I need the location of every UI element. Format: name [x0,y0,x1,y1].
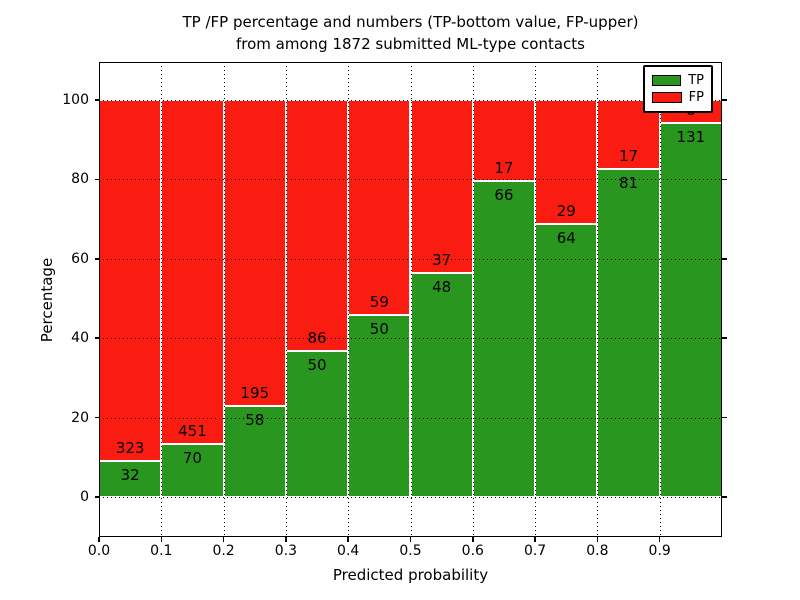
bar-count-label-fp: 451 [178,421,207,440]
bar-count-label-fp: 195 [240,383,270,402]
y-tick-label: 80 [71,171,89,188]
legend-label-tp: TP [688,73,704,88]
x-tick-label: 0.4 [337,543,360,559]
bar-count-label-fp: 323 [115,439,145,458]
y-tick-mark [94,99,99,101]
bar-count-label-fp: 59 [369,292,389,311]
y-tick-mark-right [722,416,727,419]
y-tick-mark [94,416,99,419]
x-tick-mark [98,537,100,542]
tp-color-swatch [652,75,682,86]
bar-count-label-tp: 50 [307,356,327,375]
bar-count-label-fp: 86 [307,329,327,348]
plot-area: 32 323 70 451 58 195 50 86 50 59 48 37 66 17 64 29 81 17 1… [99,62,722,537]
bar-segment-fp [285,100,349,352]
x-tick-label: 0.8 [586,543,609,559]
bar-segment-tp [659,122,722,497]
x-axis-label: Predicted probability [332,566,489,584]
x-tick-label: 0.2 [212,543,235,559]
x-tick-label: 0.5 [399,543,422,559]
x-tick-mark [596,537,599,542]
bar-count-label-tp: 81 [619,173,639,192]
gridline-vertical [659,62,661,537]
x-tick-label: 0.0 [87,543,111,559]
gridline-vertical [285,62,287,537]
x-tick-label: 0.3 [274,543,298,559]
x-tick-label: 0.6 [461,543,484,559]
x-tick-label: 0.1 [150,543,173,559]
bar-segment-fp [223,100,286,406]
gridline-vertical [410,62,412,537]
y-tick-label: 20 [71,409,89,426]
y-tick-mark [94,178,99,181]
y-tick-label: 40 [71,330,89,347]
gridline-vertical [223,62,225,537]
y-tick-label: 100 [62,92,89,108]
bar-segment-tp [410,272,473,497]
y-tick-mark-right [722,99,727,101]
bar-count-label-fp: 29 [556,201,576,220]
gridline-vertical [597,62,599,537]
y-tick-label: 60 [71,250,89,267]
bar-segment-tp [348,314,411,497]
bar-count-label-tp: 70 [182,448,202,467]
gridline-vertical [472,62,474,537]
bar-segment-tp [535,223,598,497]
bar-count-label-tp: 64 [556,228,576,247]
y-tick-mark-right [722,258,727,260]
fp-color-swatch [652,92,682,103]
bar-segment-tp [597,168,660,497]
x-tick-label: 0.7 [523,543,547,559]
bar-count-label-tp: 131 [676,127,706,146]
bar-segment-fp [161,100,224,444]
bar-segment-fp [410,100,473,273]
x-tick-mark [160,537,163,542]
legend: TP FP [643,65,713,113]
x-tick-mark [347,537,349,542]
legend-item-fp: FP [652,91,704,104]
x-tick-mark [409,537,412,542]
x-tick-mark [472,537,474,542]
bar-count-label-tp: 66 [494,186,514,205]
y-axis-label: Percentage [38,257,56,343]
y-tick-mark [94,496,99,498]
bar-count-label-tp: 32 [120,466,140,485]
gridline-vertical [535,62,537,537]
bar-count-label-tp: 50 [369,319,389,338]
bar-segment-fp [348,100,411,315]
gridline-vertical [348,62,350,537]
x-tick-mark [658,537,661,542]
y-tick-mark-right [722,496,727,498]
bar-segment-fp [99,100,162,462]
bar-count-label-fp: 17 [494,159,514,178]
y-tick-mark-right [722,178,727,181]
bar-count-label-tp: 48 [432,277,452,296]
bar-segment-fp [472,100,536,182]
bar-count-label-fp: 17 [619,146,639,165]
y-tick-mark [94,258,99,260]
y-tick-mark-right [722,337,727,339]
x-tick-mark [222,537,225,542]
chart-title: TP /FP percentage and numbers (TP-bottom… [182,13,639,53]
bar-count-label-tp: 58 [245,410,265,429]
gridline-vertical [161,62,163,537]
x-tick-mark [285,537,287,542]
legend-item-tp: TP [652,74,704,87]
legend-label-fp: FP [688,90,704,105]
bar-segment-tp [99,461,162,497]
y-tick-label: 0 [80,489,89,505]
x-tick-mark [534,537,536,542]
bar-count-label-fp: 37 [432,250,452,269]
x-tick-label: 0.9 [648,543,671,559]
y-tick-mark [94,337,99,339]
